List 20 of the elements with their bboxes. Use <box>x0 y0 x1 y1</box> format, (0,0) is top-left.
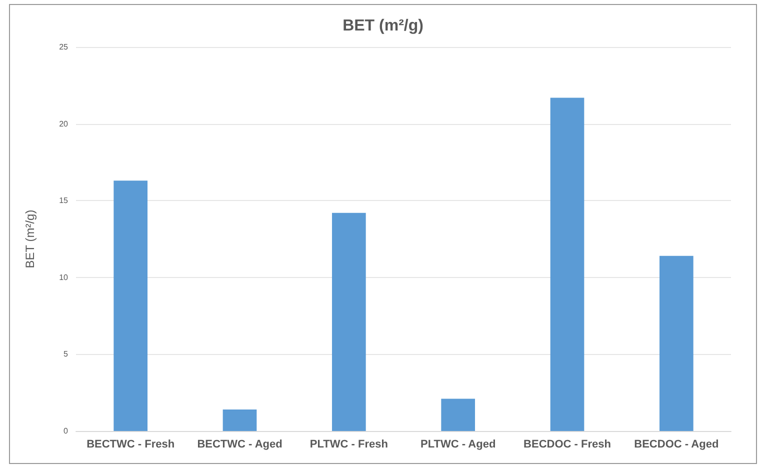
bar <box>441 398 476 431</box>
bar <box>659 256 694 431</box>
y-tick-label: 25 <box>59 42 69 52</box>
bar <box>222 409 257 431</box>
x-tick-label: PLTWC - Aged <box>420 438 496 450</box>
chart-title: BET (m²/g) <box>342 18 424 34</box>
bar <box>550 98 584 431</box>
x-tick-label: PLTWC - Fresh <box>310 438 388 450</box>
x-tick-label: BECDOC - Fresh <box>524 438 612 450</box>
y-tick-label: 10 <box>59 272 69 282</box>
y-tick-label: 20 <box>59 119 69 128</box>
y-tick-label: 15 <box>59 196 69 206</box>
x-tick-label: BECTWC - Fresh <box>86 438 175 450</box>
bar <box>332 212 366 431</box>
y-tick-label: 0 <box>64 426 69 436</box>
y-tick-label: 5 <box>64 350 69 359</box>
x-tick-label: BECDOC - Aged <box>634 438 719 450</box>
bar <box>114 180 148 431</box>
x-tick-label: BECTWC - Aged <box>197 438 282 450</box>
y-axis-title: BET (m²/g) <box>23 210 37 268</box>
